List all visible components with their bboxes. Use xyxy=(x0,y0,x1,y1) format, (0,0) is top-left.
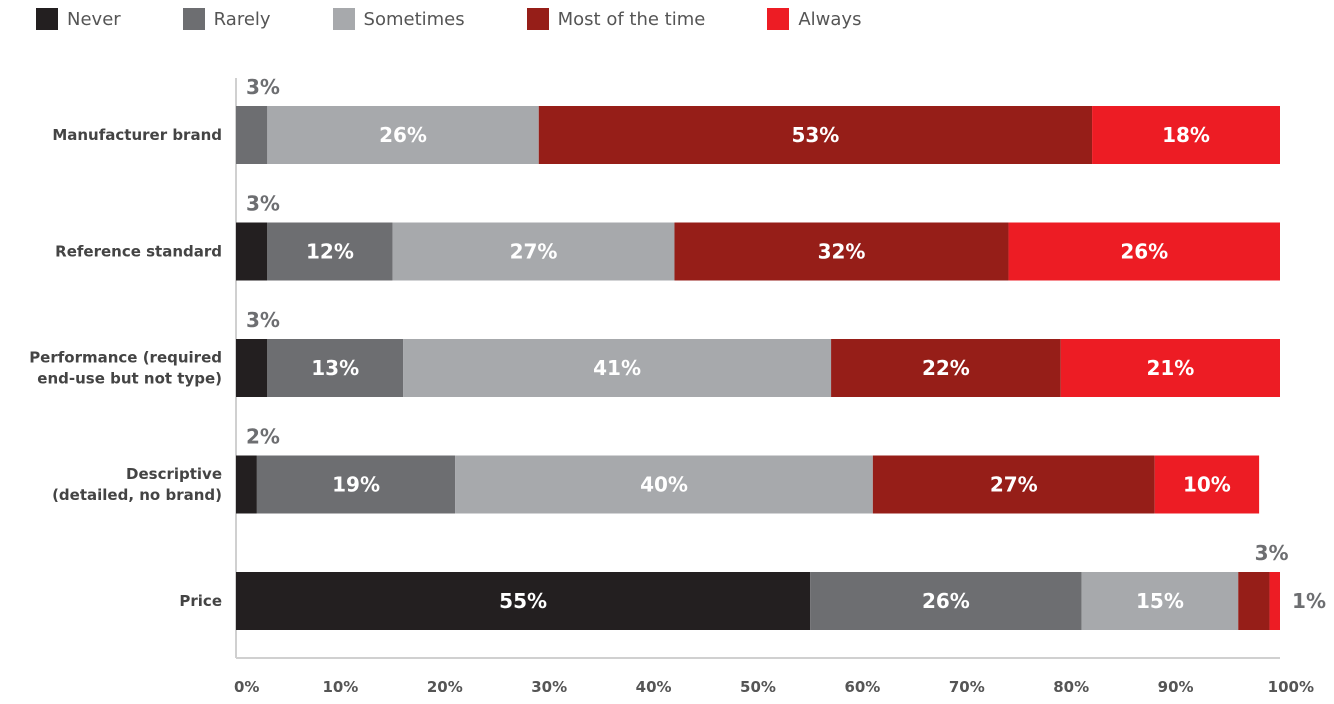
category-label: (detailed, no brand) xyxy=(52,486,222,504)
legend-item-never: Never xyxy=(36,8,121,30)
x-tick-label: 80% xyxy=(1053,678,1089,696)
data-label: 55% xyxy=(499,589,547,613)
legend-item-always: Always xyxy=(767,8,861,30)
bar-segment-most-of-the-time xyxy=(674,222,1009,281)
legend-label: Sometimes xyxy=(363,8,465,30)
data-label: 22% xyxy=(922,356,970,380)
legend-item-rarely: Rarely xyxy=(182,8,271,30)
legend-label: Rarely xyxy=(213,8,271,30)
x-tick-label: 70% xyxy=(949,678,985,696)
x-tick-label: 40% xyxy=(636,678,672,696)
legend-label: Never xyxy=(67,8,121,30)
legend-label: Always xyxy=(798,8,862,30)
bar-segment-rarely xyxy=(267,222,393,281)
data-label: 32% xyxy=(818,240,866,264)
data-label: 18% xyxy=(1162,123,1210,147)
bar-segment-rarely xyxy=(236,106,268,164)
legend: Never Rarely Sometimes Most of the time Alwa… xyxy=(36,8,923,30)
x-tick-label: 30% xyxy=(531,678,567,696)
legend-item-sometimes: Sometimes xyxy=(332,8,465,30)
category-label: Manufacturer brand xyxy=(52,126,222,144)
data-label: 3% xyxy=(246,192,280,216)
bar-segment-never xyxy=(236,222,268,281)
bar-segment-sometimes xyxy=(392,222,675,281)
legend-item-most-of-the-time: Most of the time xyxy=(526,8,706,30)
x-tick-label: 10% xyxy=(322,678,358,696)
x-tick-label: 20% xyxy=(427,678,463,696)
category-label: Reference standard xyxy=(55,243,222,261)
bar-segment-most-of-the-time xyxy=(831,339,1061,397)
bar-segment-always xyxy=(1092,106,1280,164)
bar-segment-always xyxy=(1269,572,1280,630)
data-label: 27% xyxy=(510,240,558,264)
legend-swatch xyxy=(182,8,205,30)
x-tick-label: 50% xyxy=(740,678,776,696)
bar-segment-sometimes xyxy=(455,455,873,514)
legend-swatch xyxy=(332,8,355,30)
data-label: 13% xyxy=(311,356,359,380)
bar-segment-always xyxy=(1008,222,1280,281)
x-tick-label: 0% xyxy=(234,678,259,696)
data-label: 26% xyxy=(922,589,970,613)
data-label: 21% xyxy=(1146,356,1194,380)
category-label: Price xyxy=(179,592,222,610)
legend-swatch xyxy=(767,8,790,30)
bar-segment-rarely xyxy=(256,455,456,514)
data-label: 1% xyxy=(1292,589,1326,613)
bar-segment-sometimes xyxy=(1081,572,1239,630)
bar-segment-most-of-the-time xyxy=(538,106,1093,164)
bar-segment-never xyxy=(236,455,257,514)
data-label: 27% xyxy=(990,473,1038,497)
bar-segment-never xyxy=(236,572,811,630)
data-label: 41% xyxy=(593,356,641,380)
data-label: 3% xyxy=(1255,541,1289,565)
legend-label: Most of the time xyxy=(557,8,706,30)
category-label: Descriptive xyxy=(126,465,222,483)
bar-segment-always xyxy=(1154,455,1260,514)
data-label: 2% xyxy=(246,425,280,449)
bar-segment-never xyxy=(236,339,268,397)
data-label: 15% xyxy=(1136,589,1184,613)
data-label: 26% xyxy=(1120,240,1168,264)
x-tick-label: 100% xyxy=(1268,678,1314,696)
data-label: 19% xyxy=(332,473,380,497)
bar-segment-most-of-the-time xyxy=(872,455,1155,514)
category-label: Performance (required xyxy=(29,349,222,367)
bar-segment-sometimes xyxy=(267,106,539,164)
bar-segment-sometimes xyxy=(403,339,832,397)
legend-swatch xyxy=(36,8,58,30)
x-tick-label: 60% xyxy=(844,678,880,696)
data-label: 3% xyxy=(246,308,280,332)
category-label: end-use but not type) xyxy=(37,370,222,388)
data-label: 3% xyxy=(246,75,280,99)
data-label: 12% xyxy=(306,240,354,264)
data-label: 53% xyxy=(791,123,839,147)
data-label: 10% xyxy=(1183,473,1231,497)
bar-segment-rarely xyxy=(810,572,1082,630)
bar-segment-rarely xyxy=(267,339,404,397)
data-label: 40% xyxy=(640,473,688,497)
data-label: 26% xyxy=(379,123,427,147)
bar-segment-always xyxy=(1060,339,1280,397)
bar-segment-most-of-the-time xyxy=(1238,572,1270,630)
x-tick-label: 90% xyxy=(1158,678,1194,696)
legend-swatch xyxy=(526,8,549,30)
